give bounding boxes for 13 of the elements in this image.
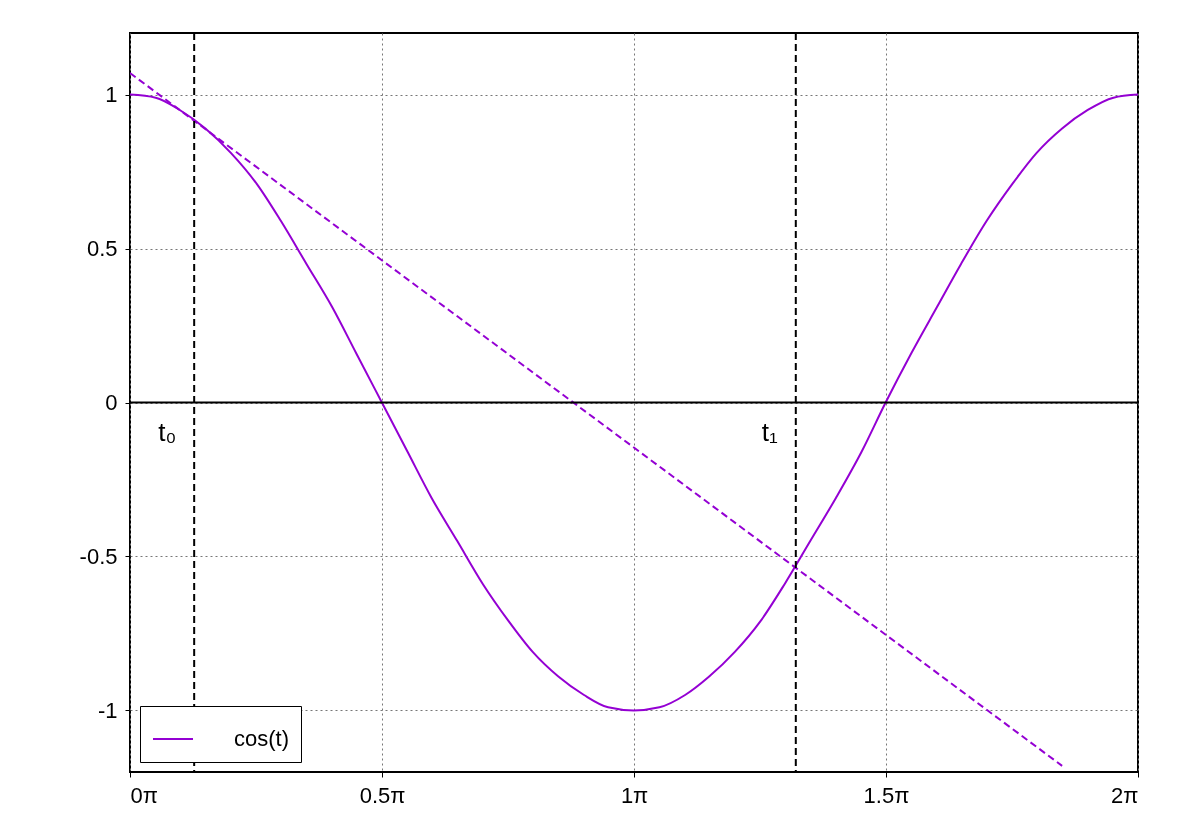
y-tick-label: 0.5: [86, 236, 118, 262]
y-tick-label: -1: [97, 697, 118, 723]
y-tick-label: 1: [105, 82, 118, 108]
x-tick-label: 1.5π: [863, 782, 910, 808]
x-tick-label: 0π: [130, 782, 158, 808]
x-tick-label: 2π: [1111, 782, 1139, 808]
ref-line-label: t₁: [761, 417, 779, 447]
y-tick-label: 0: [105, 390, 118, 415]
x-tick-label: 1π: [620, 782, 649, 808]
ref-line-label: t₀: [158, 417, 177, 447]
legend-label: cos(t): [234, 726, 289, 751]
y-tick-label: -0.5: [79, 543, 118, 569]
x-tick-label: 0.5π: [359, 782, 406, 808]
